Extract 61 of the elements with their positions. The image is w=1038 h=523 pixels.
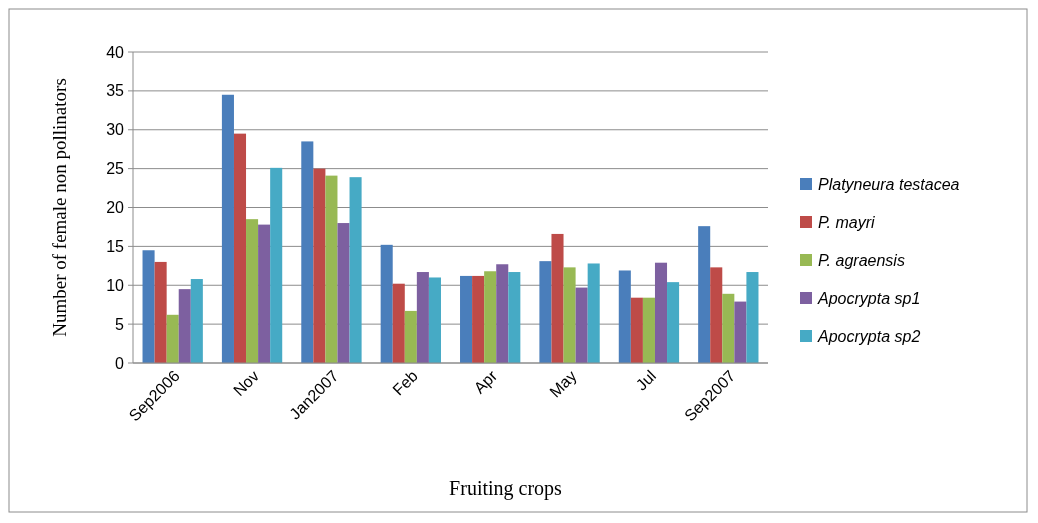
bar bbox=[551, 233, 564, 363]
y-tick-label: 40 bbox=[106, 43, 125, 61]
bar bbox=[380, 244, 393, 363]
bar bbox=[166, 314, 179, 363]
bar bbox=[630, 297, 643, 363]
x-tick-label: Feb bbox=[389, 367, 421, 399]
bar bbox=[349, 177, 362, 363]
y-tick-label: 10 bbox=[106, 276, 125, 294]
bar bbox=[618, 270, 631, 363]
bar bbox=[472, 275, 485, 363]
bar bbox=[404, 310, 417, 363]
y-tick-label: 5 bbox=[115, 315, 125, 333]
legend-label: Platyneura testacea bbox=[818, 175, 960, 193]
x-tick-label: Nov bbox=[230, 367, 263, 400]
bar bbox=[642, 297, 655, 363]
bar bbox=[460, 275, 473, 363]
legend-label: Apocrypta sp2 bbox=[817, 327, 921, 345]
bar bbox=[722, 293, 735, 363]
bar bbox=[337, 223, 350, 363]
y-axis-title: Number of female non pollinators bbox=[49, 78, 70, 337]
bar bbox=[587, 263, 600, 363]
x-axis-title: Fruiting crops bbox=[449, 477, 563, 500]
bar bbox=[301, 141, 314, 363]
y-tick-label: 25 bbox=[106, 160, 125, 178]
bar bbox=[246, 219, 259, 363]
legend-label: Apocrypta sp1 bbox=[817, 289, 921, 307]
bar bbox=[416, 272, 429, 363]
bar bbox=[667, 282, 680, 363]
bar bbox=[428, 277, 441, 363]
bar bbox=[563, 267, 576, 363]
bar bbox=[575, 287, 588, 363]
x-tick-label: Apr bbox=[470, 366, 501, 397]
y-tick-label: 0 bbox=[115, 354, 125, 372]
bar bbox=[654, 262, 668, 363]
bar bbox=[496, 264, 509, 363]
bar bbox=[698, 226, 711, 363]
bar bbox=[734, 301, 747, 363]
x-tick-label: Jul bbox=[632, 367, 660, 394]
y-tick-label: 30 bbox=[106, 121, 125, 139]
x-tick-label: May bbox=[546, 367, 580, 401]
bar bbox=[392, 283, 405, 363]
bar bbox=[258, 224, 271, 363]
bar bbox=[313, 168, 326, 363]
y-tick-label: 35 bbox=[106, 82, 125, 100]
bar bbox=[221, 94, 234, 363]
bar bbox=[270, 167, 283, 363]
bar bbox=[178, 289, 191, 363]
bar bbox=[325, 175, 338, 363]
bar bbox=[746, 272, 759, 363]
legend-label: P. mayri bbox=[818, 213, 876, 231]
bar bbox=[710, 267, 723, 363]
bar bbox=[508, 272, 521, 363]
bar bbox=[539, 261, 552, 363]
bar bbox=[154, 261, 167, 363]
legend-label: P. agraensis bbox=[818, 251, 905, 269]
bar bbox=[142, 250, 155, 363]
bar bbox=[233, 133, 247, 363]
bar bbox=[190, 279, 203, 363]
y-tick-label: 20 bbox=[106, 199, 125, 217]
bar bbox=[484, 271, 497, 363]
y-tick-label: 15 bbox=[106, 237, 125, 255]
